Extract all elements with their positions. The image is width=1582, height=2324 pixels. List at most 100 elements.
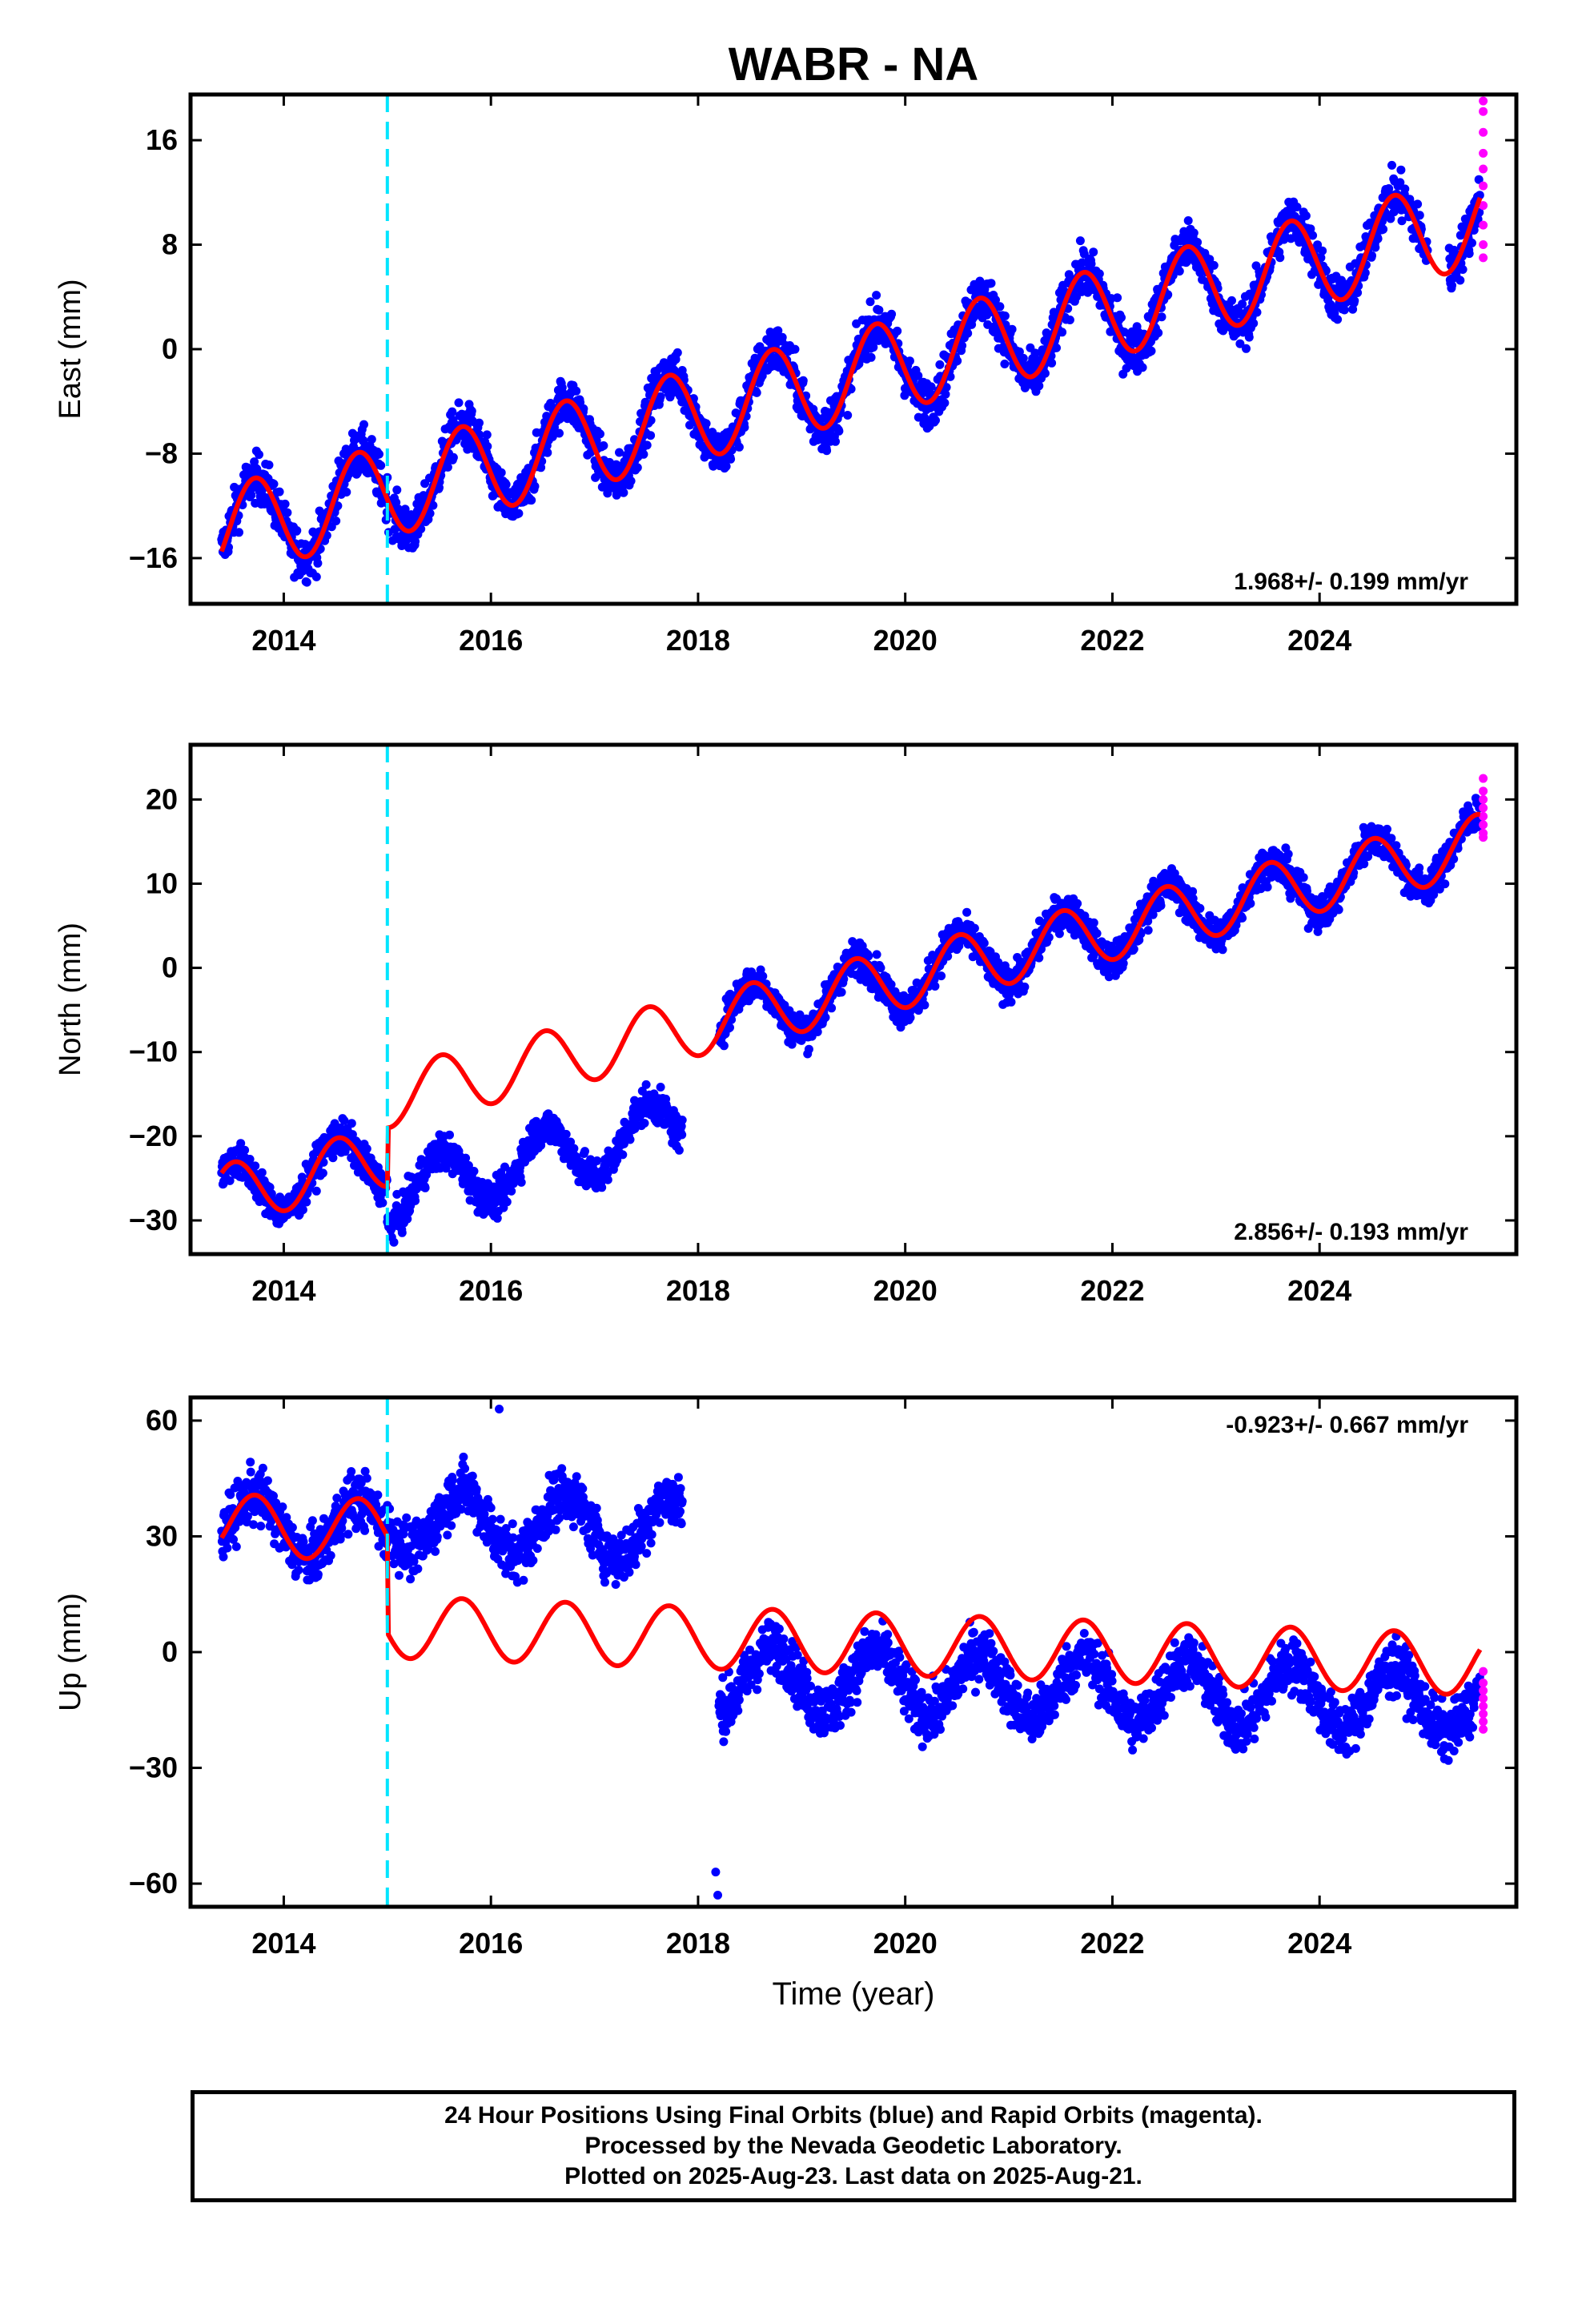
data-point xyxy=(530,481,540,491)
data-point xyxy=(389,1237,399,1247)
data-point xyxy=(342,488,351,497)
data-point xyxy=(618,1150,628,1160)
data-point xyxy=(632,463,642,472)
data-point xyxy=(1386,214,1395,223)
data-point xyxy=(1154,328,1163,338)
rapid-point xyxy=(1479,181,1488,191)
data-point xyxy=(740,423,749,432)
data-point xyxy=(569,1144,579,1153)
data-point xyxy=(420,1183,430,1192)
data-point xyxy=(721,461,731,471)
data-point xyxy=(362,1144,371,1153)
data-point xyxy=(1367,251,1376,260)
data-point xyxy=(953,356,962,366)
data-point xyxy=(236,1139,246,1148)
data-point xyxy=(926,382,936,392)
rapid-orbit-points xyxy=(1479,96,1488,263)
data-point xyxy=(920,1000,930,1010)
data-point xyxy=(483,441,492,451)
data-point xyxy=(1007,324,1017,334)
data-point xyxy=(1044,933,1054,942)
data-point xyxy=(1464,249,1474,259)
data-point xyxy=(1475,191,1484,200)
data-point xyxy=(1474,175,1484,184)
data-point xyxy=(313,558,323,568)
data-point xyxy=(339,1116,349,1125)
data-point xyxy=(302,577,311,587)
data-point xyxy=(887,309,897,319)
rapid-point xyxy=(1479,107,1488,116)
data-point xyxy=(734,442,744,452)
data-point xyxy=(837,987,846,997)
data-point xyxy=(1400,184,1410,194)
data-point xyxy=(555,428,564,438)
data-point xyxy=(1086,259,1096,268)
data-point xyxy=(1089,918,1098,927)
x-tick-label: 2024 xyxy=(1287,624,1351,657)
data-point xyxy=(1117,313,1126,322)
data-point xyxy=(646,431,656,440)
data-point xyxy=(726,454,736,464)
figure-title: WABR - NA xyxy=(729,38,979,90)
data-point xyxy=(1306,224,1315,234)
data-point xyxy=(1292,203,1302,211)
data-point xyxy=(790,344,800,354)
data-point xyxy=(1054,929,1064,939)
data-point xyxy=(615,448,624,457)
data-point xyxy=(931,416,940,425)
data-point xyxy=(492,1213,502,1223)
data-point xyxy=(1073,899,1082,908)
data-point xyxy=(1333,315,1343,324)
data-point xyxy=(642,440,652,450)
plot-area xyxy=(217,774,1488,1247)
data-point xyxy=(596,429,604,439)
data-point xyxy=(347,1130,357,1140)
data-point xyxy=(752,388,761,397)
data-point xyxy=(235,528,243,537)
data-point xyxy=(1034,381,1044,391)
data-point xyxy=(886,979,896,989)
data-point xyxy=(831,436,840,446)
data-point xyxy=(280,499,290,509)
y-tick-label: 8 xyxy=(162,228,178,261)
data-point xyxy=(597,1183,607,1192)
data-point xyxy=(1415,211,1424,220)
rapid-point xyxy=(1479,240,1488,250)
data-point xyxy=(1040,368,1050,378)
data-point xyxy=(572,386,581,396)
data-point xyxy=(1014,347,1024,356)
data-point xyxy=(1138,363,1147,372)
data-point xyxy=(269,479,279,489)
rapid-point xyxy=(1479,96,1488,106)
data-point xyxy=(671,355,681,364)
data-point xyxy=(656,392,665,401)
data-point xyxy=(603,1175,612,1184)
data-point xyxy=(899,991,909,1000)
data-point xyxy=(501,480,511,489)
data-point xyxy=(1413,199,1423,209)
data-point xyxy=(411,537,420,546)
data-point xyxy=(913,371,923,380)
rapid-point xyxy=(1479,253,1488,263)
data-point xyxy=(1456,275,1465,285)
data-point xyxy=(876,963,885,973)
data-point xyxy=(1395,178,1405,187)
data-point xyxy=(1301,211,1311,220)
plot-area xyxy=(217,96,1488,587)
data-point xyxy=(864,951,873,961)
data-point xyxy=(1058,328,1067,337)
data-point xyxy=(1242,344,1251,353)
data-point xyxy=(958,341,967,351)
data-point xyxy=(1075,236,1085,246)
data-point xyxy=(646,416,656,425)
panel-north: 2014 2016 2018 2020 2022 2024−30−20−1001020No… xyxy=(54,742,1519,1307)
data-point xyxy=(1387,160,1396,170)
data-point xyxy=(448,407,457,416)
final-orbit-points xyxy=(217,794,1484,1247)
data-point xyxy=(1318,246,1327,255)
x-tick-label: 2016 xyxy=(459,624,523,657)
data-point xyxy=(872,950,881,959)
data-point xyxy=(1360,268,1370,278)
data-point xyxy=(1047,358,1057,368)
x-tick-label: 2018 xyxy=(666,624,730,657)
